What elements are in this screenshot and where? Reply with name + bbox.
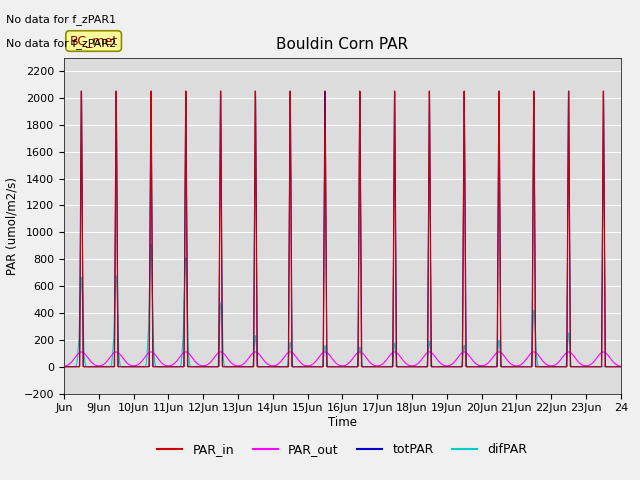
Legend: PAR_in, PAR_out, totPAR, difPAR: PAR_in, PAR_out, totPAR, difPAR xyxy=(152,438,532,461)
Text: BC_met: BC_met xyxy=(70,35,118,48)
X-axis label: Time: Time xyxy=(328,416,357,429)
Title: Bouldin Corn PAR: Bouldin Corn PAR xyxy=(276,37,408,52)
Text: No data for f_zPAR2: No data for f_zPAR2 xyxy=(6,38,116,49)
Y-axis label: PAR (umol/m2/s): PAR (umol/m2/s) xyxy=(5,177,18,275)
Text: No data for f_zPAR1: No data for f_zPAR1 xyxy=(6,14,116,25)
